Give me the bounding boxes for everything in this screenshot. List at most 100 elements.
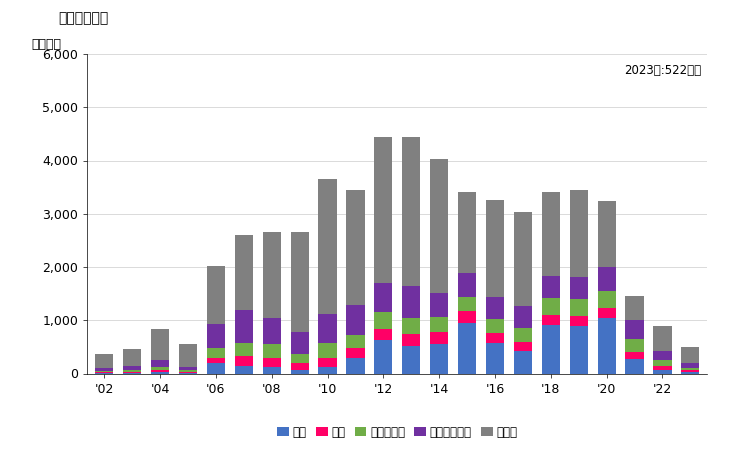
Bar (569, 277, 588, 300)
Bar (262, 318, 281, 344)
Bar (514, 328, 532, 342)
Text: 2023年:522トン: 2023年:522トン (624, 63, 701, 76)
Bar (514, 351, 532, 374)
Bar (569, 300, 588, 316)
Bar (486, 333, 504, 342)
Bar (430, 333, 448, 344)
Bar (486, 297, 504, 319)
Bar (682, 347, 699, 363)
Bar (123, 366, 141, 370)
Bar (542, 315, 560, 324)
Bar (262, 357, 281, 367)
Bar (682, 363, 699, 368)
Bar (291, 232, 308, 333)
Bar (598, 318, 616, 374)
Bar (625, 359, 644, 374)
Bar (598, 267, 616, 292)
Bar (346, 335, 364, 348)
Bar (402, 286, 421, 318)
Bar (653, 351, 671, 360)
Bar (235, 365, 253, 374)
Bar (458, 193, 476, 273)
Bar (653, 326, 671, 351)
Bar (123, 349, 141, 366)
Bar (319, 343, 337, 357)
Bar (291, 370, 308, 374)
Bar (319, 357, 337, 367)
Legend: 韓国, タイ, フィリピン, シンガポール, その他: 韓国, タイ, フィリピン, シンガポール, その他 (273, 421, 522, 443)
Bar (625, 296, 644, 320)
Bar (207, 324, 225, 348)
Bar (430, 292, 448, 316)
Bar (625, 320, 644, 339)
Bar (235, 356, 253, 365)
Bar (598, 308, 616, 318)
Bar (486, 342, 504, 373)
Bar (179, 367, 197, 370)
Text: 輸入量の推移: 輸入量の推移 (58, 11, 109, 25)
Bar (346, 190, 364, 306)
Bar (291, 354, 308, 363)
Bar (346, 348, 364, 357)
Bar (179, 344, 197, 367)
Bar (402, 346, 421, 374)
Bar (514, 306, 532, 328)
Text: 単位トン: 単位トン (31, 38, 62, 51)
Bar (123, 370, 141, 372)
Bar (402, 318, 421, 334)
Bar (682, 368, 699, 370)
Bar (235, 235, 253, 310)
Bar (319, 179, 337, 314)
Bar (569, 316, 588, 326)
Bar (430, 159, 448, 292)
Bar (542, 276, 560, 298)
Bar (207, 266, 225, 324)
Bar (262, 232, 281, 318)
Bar (569, 326, 588, 374)
Bar (151, 367, 169, 370)
Bar (653, 370, 671, 374)
Bar (374, 136, 392, 283)
Bar (430, 344, 448, 374)
Bar (682, 370, 699, 373)
Bar (207, 357, 225, 363)
Bar (374, 329, 392, 340)
Bar (123, 372, 141, 373)
Bar (235, 310, 253, 342)
Bar (542, 324, 560, 374)
Bar (514, 342, 532, 351)
Bar (235, 342, 253, 356)
Bar (151, 370, 169, 373)
Bar (374, 312, 392, 329)
Bar (458, 273, 476, 297)
Bar (542, 192, 560, 276)
Bar (486, 200, 504, 297)
Bar (430, 316, 448, 333)
Bar (151, 329, 169, 360)
Bar (179, 372, 197, 373)
Bar (95, 354, 113, 369)
Bar (625, 339, 644, 352)
Bar (262, 367, 281, 374)
Bar (625, 352, 644, 359)
Bar (374, 283, 392, 312)
Bar (207, 348, 225, 357)
Bar (319, 314, 337, 343)
Bar (402, 136, 421, 286)
Bar (346, 306, 364, 335)
Bar (262, 344, 281, 357)
Bar (458, 297, 476, 311)
Bar (653, 360, 671, 365)
Bar (486, 319, 504, 333)
Bar (151, 360, 169, 367)
Bar (598, 201, 616, 267)
Bar (458, 311, 476, 323)
Bar (291, 363, 308, 370)
Bar (95, 371, 113, 373)
Bar (207, 363, 225, 374)
Bar (569, 190, 588, 277)
Bar (346, 357, 364, 374)
Bar (179, 370, 197, 372)
Bar (319, 367, 337, 374)
Bar (514, 212, 532, 306)
